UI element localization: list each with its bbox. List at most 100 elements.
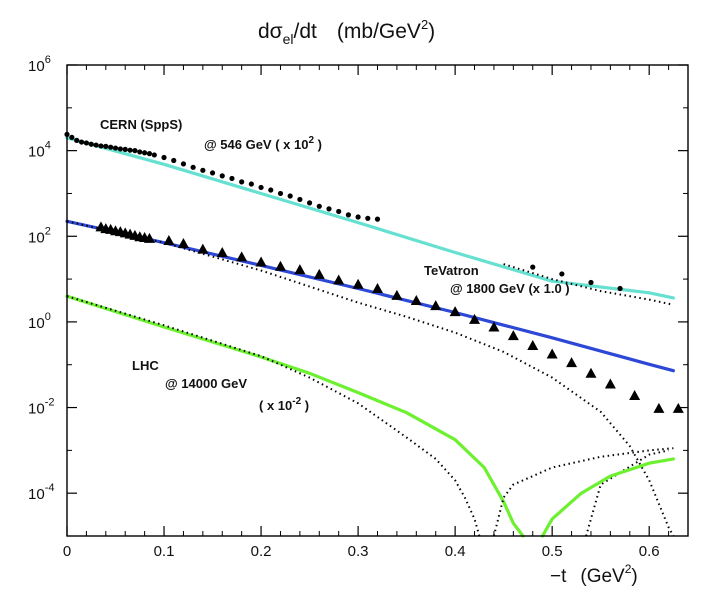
tevatron-data-point — [546, 348, 558, 359]
cern-data-point — [117, 146, 123, 152]
cern-data-point — [617, 285, 623, 292]
tevatron-data-point — [333, 274, 345, 285]
cern-data-point — [83, 140, 90, 146]
tevatron-data-point — [255, 256, 267, 267]
tevatron-data-point — [488, 321, 500, 332]
annotation-tevatron: TeVatron — [424, 263, 479, 278]
y-tick-label: 106 — [28, 54, 51, 75]
tevatron-data-point — [216, 247, 228, 258]
cern-data-point — [287, 193, 293, 199]
y-tick-label: 102 — [28, 225, 51, 246]
series-line-8 — [66, 295, 481, 537]
cern-data-point — [122, 146, 128, 152]
cern-data-point — [336, 208, 342, 215]
cern-data-point — [108, 144, 114, 150]
cern-data-point — [268, 187, 274, 193]
cern-data-point — [137, 149, 143, 155]
cern-data-point — [258, 184, 264, 191]
tevatron-data-point — [294, 264, 306, 275]
cern-data-point — [297, 196, 303, 203]
annotation-lhc-scale: ( x 10-2 ) — [259, 396, 309, 413]
y-tick-label: 10-4 — [28, 482, 54, 503]
cern-data-point — [219, 173, 225, 179]
tevatron-data-point — [177, 238, 189, 249]
tevatron-data-point — [372, 283, 383, 294]
cern-data-point — [316, 203, 322, 209]
cern-data-point — [190, 164, 196, 170]
cern-data-point — [559, 271, 565, 277]
x-tick-label: 0.4 — [445, 543, 466, 560]
tevatron-data-point — [197, 243, 209, 254]
tevatron-data-point — [566, 357, 578, 368]
tevatron-data-point — [410, 295, 422, 305]
x-tick-label: 0.3 — [348, 543, 369, 560]
series-curves — [65, 136, 676, 538]
annotation-cern-energy: @ 546 GeV ( x 102 ) — [204, 135, 322, 152]
x-axis-label: −t (GeV2) — [550, 562, 638, 587]
y-tick-label: 104 — [28, 140, 51, 161]
cern-data-point — [151, 152, 157, 158]
cern-data-point — [88, 141, 94, 147]
cern-data-point — [69, 134, 75, 140]
tevatron-data-point — [163, 235, 175, 246]
tevatron-data-point — [143, 232, 155, 243]
cern-data-point — [588, 279, 594, 286]
cern-data-point — [78, 139, 85, 145]
cern-data-point — [365, 215, 371, 221]
x-tick-label: 0.6 — [639, 543, 660, 560]
chart-title: dσel/dt (mb/GeV2) — [258, 17, 435, 47]
tevatron-data-point — [585, 367, 597, 378]
annotation-lhc: LHC — [132, 358, 159, 373]
tevatron-data-point — [313, 268, 325, 279]
tevatron-data-point — [653, 402, 665, 413]
cern-data-point — [326, 206, 332, 212]
tevatron-data-point — [352, 278, 364, 289]
plot-frame — [66, 64, 689, 537]
cern-data-point — [355, 214, 361, 220]
cern-data-point — [239, 179, 245, 185]
tevatron-data-point — [469, 313, 481, 324]
tevatron-data-point — [391, 289, 403, 300]
cern-data-point — [200, 167, 206, 173]
tevatron-data-point — [236, 251, 248, 262]
x-tick-label: 0.5 — [542, 543, 563, 560]
annotation-cern: CERN (SppS) — [100, 117, 182, 132]
cern-data-point — [103, 143, 109, 149]
tevatron-data-point — [430, 300, 442, 311]
tevatron-data-point — [527, 339, 539, 350]
tevatron-data-point — [274, 260, 286, 271]
cern-data-point — [127, 147, 133, 153]
y-tick-label: 100 — [28, 311, 51, 332]
cern-data-point — [132, 148, 138, 154]
cern-data-point — [171, 157, 177, 164]
cern-data-point — [345, 212, 351, 218]
cern-data-point — [98, 143, 104, 149]
annotation-lhc-energy: @ 14000 GeV — [165, 376, 247, 391]
data-markers — [64, 131, 684, 413]
cern-data-point — [93, 142, 99, 148]
cern-data-point — [374, 216, 381, 222]
y-tick-label: 10-2 — [28, 397, 54, 418]
cern-data-point — [248, 181, 254, 187]
tevatron-data-point — [604, 378, 616, 389]
cern-data-point — [306, 200, 313, 206]
x-tick-label: 0.2 — [251, 543, 272, 560]
series-line-2 — [503, 263, 674, 306]
annotation-tevatron-energy: @ 1800 GeV (x 1.0 ) — [450, 281, 570, 296]
series-line-5 — [585, 449, 669, 537]
cern-data-point — [146, 151, 153, 157]
cern-data-point — [112, 145, 119, 151]
cern-data-point — [530, 264, 536, 270]
x-tick-label: 0.1 — [154, 543, 175, 560]
cern-data-point — [209, 170, 216, 176]
tevatron-data-point — [629, 390, 641, 401]
cern-data-point — [74, 137, 80, 143]
tevatron-data-point — [507, 330, 519, 341]
series-line-3 — [65, 219, 676, 373]
tevatron-data-point — [449, 306, 461, 317]
series-line-1 — [65, 136, 676, 300]
x-tick-label: 0 — [63, 543, 71, 560]
cern-data-point — [142, 150, 148, 156]
series-line-4 — [66, 220, 675, 537]
